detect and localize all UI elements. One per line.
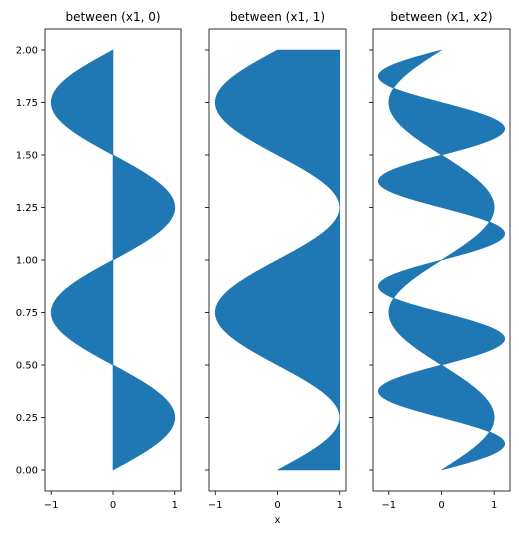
x-tick-label-1-2: 0	[110, 500, 116, 511]
x-tick-label-3-3: 1	[491, 500, 497, 511]
y-tick-label-2: 0.25	[16, 413, 38, 424]
y-tick-label-8: 1.75	[16, 98, 38, 109]
panel-title-2: between (x1, 1)	[230, 10, 325, 24]
panel-title-1: between (x1, 0)	[65, 10, 160, 24]
y-tick-label-9: 2.00	[16, 46, 38, 57]
panel-title-3: between (x1, x2)	[390, 10, 492, 24]
x-tick-label-3-1: −1	[381, 500, 396, 511]
y-tick-label-5: 1.00	[16, 256, 38, 267]
x-tick-label-2-1: −1	[208, 500, 223, 511]
x-tick-label-3-2: 0	[438, 500, 444, 511]
fill-area-2	[214, 49, 341, 471]
y-tick-label-7: 1.50	[16, 151, 38, 162]
x-tick-label-1-3: 1	[172, 500, 178, 511]
x-tick-label-2-3: 1	[337, 500, 343, 511]
y-tick-label-4: 0.75	[16, 308, 38, 319]
fill-area-3	[377, 49, 506, 471]
panel-group-3: between (x1, x2) −1 0 1	[369, 10, 511, 511]
y-tick-label-6: 1.25	[16, 203, 38, 214]
fill-area-1	[50, 49, 176, 471]
x-axis-label-2: x	[275, 515, 281, 526]
y-tick-label-1: 0.00	[16, 466, 38, 477]
x-tick-label-2-2: 0	[274, 500, 280, 511]
panel-group-2: between (x1, 1) −1 0 1 x	[205, 10, 347, 526]
x-tick-label-1-1: −1	[44, 500, 59, 511]
panel-group-1: between (x1, 0) −1 0 1 0.00 0.25 0.50 0.75 1.00 1…	[16, 10, 182, 511]
y-tick-label-3: 0.50	[16, 361, 38, 372]
